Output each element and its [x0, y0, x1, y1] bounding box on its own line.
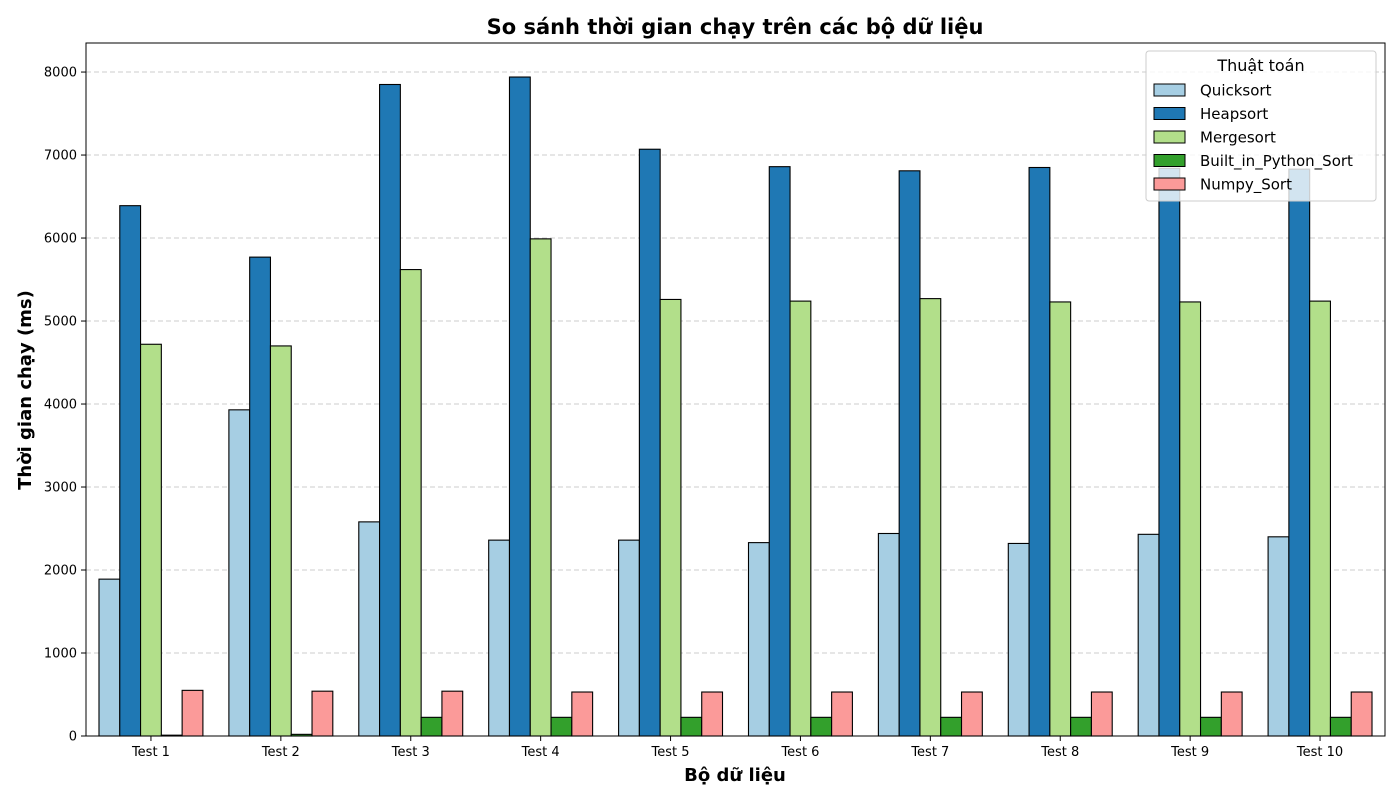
bar-numpy-sort-test-6: [831, 691, 853, 737]
y-tick-label: 3000: [44, 481, 77, 496]
bar-quicksort-test-6: [747, 542, 770, 737]
y-axis-label: Thời gian chạy (ms): [15, 290, 36, 490]
bar-heapsort-test-1: [119, 205, 142, 737]
bar-numpy-sort-test-7: [960, 691, 983, 737]
bar-built-in-python-sort-test-5: [680, 716, 703, 737]
bar-quicksort-test-9: [1137, 533, 1160, 737]
x-tick-label: Test 3: [391, 745, 430, 760]
legend-box: [1145, 50, 1377, 202]
bar-quicksort-test-4: [488, 539, 511, 737]
bar-built-in-python-sort-test-3: [420, 716, 443, 737]
bar-mergesort-test-7: [919, 298, 942, 737]
y-tick-label: 1000: [44, 647, 77, 662]
y-tick-label: 2000: [44, 564, 77, 579]
legend-label: Quicksort: [1200, 82, 1272, 100]
bars: [98, 76, 1373, 737]
x-tick-label: Test 5: [651, 745, 690, 760]
legend-label: Built_in_Python_Sort: [1200, 152, 1353, 171]
y-tick-label: 6000: [44, 232, 77, 247]
y-tick-label: 5000: [44, 315, 77, 330]
bar-mergesort-test-4: [529, 238, 552, 737]
bar-quicksort-test-2: [228, 409, 251, 737]
bar-mergesort-test-6: [789, 300, 812, 737]
legend-label: Mergesort: [1200, 129, 1276, 147]
legend-swatch: [1153, 177, 1186, 191]
bar-numpy-sort-test-5: [701, 691, 724, 737]
bar-heapsort-test-10: [1288, 168, 1311, 737]
y-tick-label: 0: [69, 730, 77, 745]
bar-heapsort-test-4: [508, 76, 531, 737]
bar-quicksort-test-10: [1267, 536, 1290, 737]
bar-built-in-python-sort-test-7: [940, 716, 963, 737]
x-tick-label: Test 9: [1170, 745, 1209, 760]
bar-quicksort-test-3: [358, 521, 381, 737]
bar-mergesort-test-1: [140, 343, 162, 737]
legend-label: Numpy_Sort: [1200, 176, 1292, 195]
bar-heapsort-test-8: [1028, 166, 1051, 737]
bar-numpy-sort-test-2: [311, 690, 334, 737]
bar-numpy-sort-test-10: [1350, 691, 1373, 737]
plot-frame: [85, 42, 1386, 737]
bar-numpy-sort-test-3: [441, 690, 464, 737]
x-tick-label: Test 1: [131, 745, 170, 760]
bar-mergesort-test-3: [399, 269, 422, 737]
bar-mergesort-test-8: [1049, 301, 1072, 737]
x-tick-label: Test 10: [1296, 745, 1343, 760]
bar-mergesort-test-5: [659, 298, 682, 737]
bar-numpy-sort-test-9: [1220, 691, 1243, 737]
gridlines: [86, 71, 1385, 737]
bar-built-in-python-sort-test-6: [810, 716, 833, 737]
bar-quicksort-test-7: [877, 532, 900, 737]
y-tick-label: 8000: [44, 66, 77, 81]
legend: Thuật toán Quicksort Heapsort Mergesort Bui…: [1145, 50, 1377, 202]
x-tick-label: Test 4: [521, 745, 560, 760]
bar-built-in-python-sort-test-9: [1199, 716, 1222, 737]
y-tick-label: 7000: [44, 149, 77, 164]
legend-swatch: [1153, 83, 1186, 97]
y-tick-label: 4000: [44, 398, 77, 413]
bar-mergesort-test-9: [1179, 301, 1202, 737]
bar-numpy-sort-test-8: [1090, 691, 1113, 737]
chart-title: So sánh thời gian chạy trên các bộ dữ li…: [487, 15, 984, 39]
bar-heapsort-test-5: [638, 148, 661, 737]
legend-swatch: [1153, 130, 1186, 144]
bar-mergesort-test-10: [1309, 300, 1331, 737]
bar-quicksort-test-1: [98, 578, 121, 737]
x-tick-label: Test 8: [1040, 745, 1079, 760]
legend-swatch: [1153, 107, 1186, 120]
bar-heapsort-test-6: [768, 166, 791, 737]
x-axis-label: Bộ dữ liệu: [684, 765, 786, 786]
x-axis: Test 1 Test 2 Test 3 Test 4 Test 5 Test 6 Test…: [131, 736, 1343, 760]
bar-heapsort-test-2: [249, 256, 272, 737]
x-tick-label: Test 6: [780, 745, 819, 760]
bar-heapsort-test-7: [898, 170, 921, 737]
x-tick-label: Test 7: [910, 745, 949, 760]
x-tick-label: Test 2: [261, 745, 300, 760]
bar-heapsort-test-3: [379, 83, 401, 737]
bar-quicksort-test-5: [618, 539, 640, 737]
y-axis: 0 1000 2000 3000 4000 5000 6000 7000 8000: [44, 66, 86, 745]
bar-mergesort-test-2: [269, 345, 292, 737]
bar-heapsort-test-9: [1158, 167, 1181, 737]
bar-built-in-python-sort-test-4: [550, 716, 573, 737]
bar-quicksort-test-8: [1007, 542, 1030, 737]
legend-label: Heapsort: [1200, 105, 1268, 123]
bar-built-in-python-sort-test-8: [1070, 716, 1092, 737]
bar-numpy-sort-test-4: [571, 691, 594, 737]
bar-built-in-python-sort-test-10: [1329, 716, 1352, 737]
legend-title: Thuật toán: [1216, 56, 1304, 75]
legend-swatch: [1153, 154, 1186, 167]
bar-numpy-sort-test-1: [181, 689, 204, 737]
